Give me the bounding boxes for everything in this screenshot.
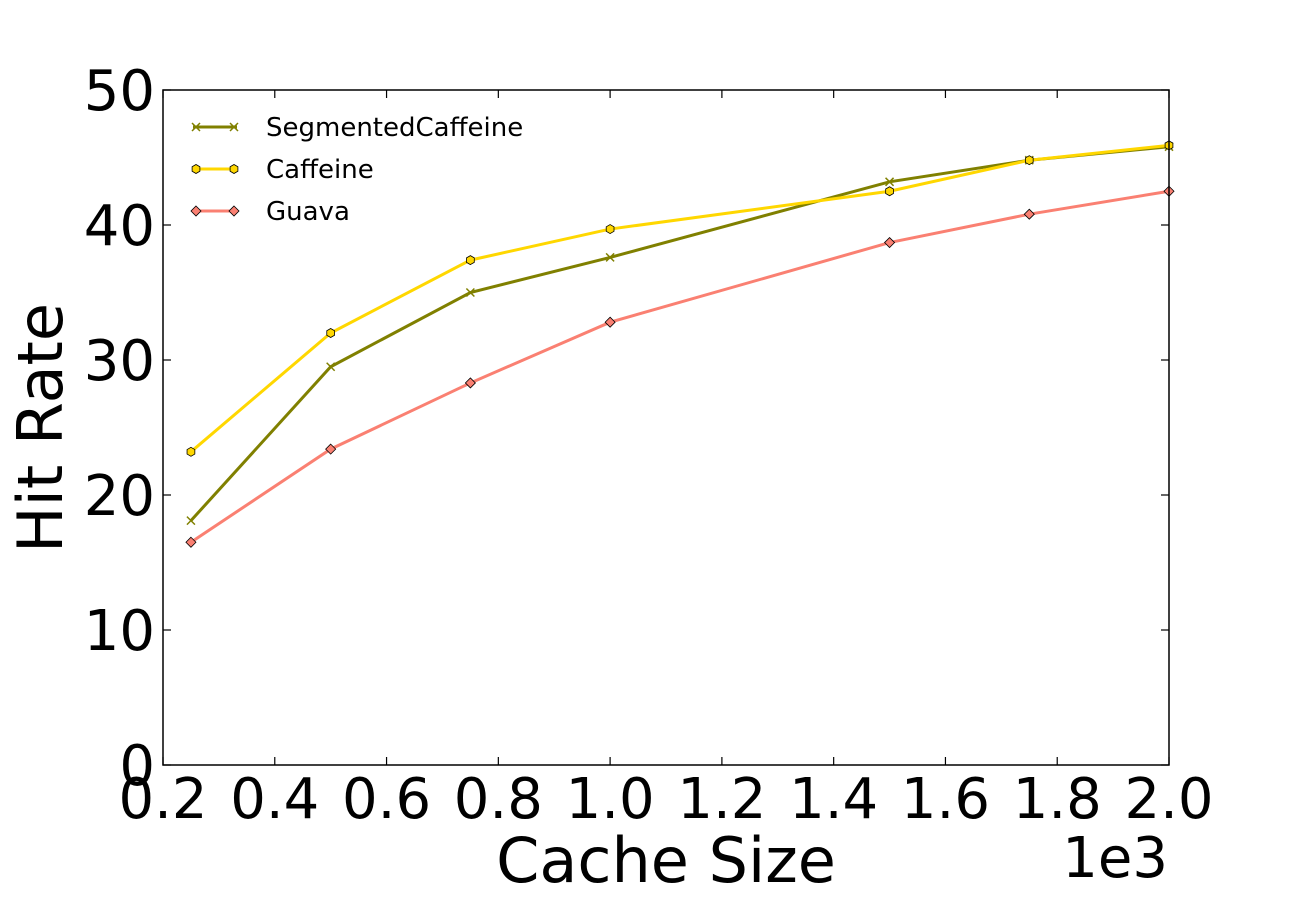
legend-label: Caffeine — [266, 155, 374, 185]
data-point — [1023, 208, 1035, 220]
data-point — [464, 377, 476, 389]
x-tick-label: 0.6 — [342, 767, 431, 832]
data-point — [883, 236, 896, 249]
data-point — [186, 446, 196, 457]
y-tick-label: 10 — [84, 599, 155, 664]
x-tick-label: 1.2 — [677, 767, 766, 832]
legend-entry-guava: Guava — [190, 197, 350, 227]
x-offset-label: 1e3 — [1062, 826, 1168, 891]
ticks-layer: 0.2 0.4 0.6 0.8 1.0 1.2 1.4 1.6 1.8 2.0 0 10 20 30 40 5… — [84, 59, 1214, 832]
y-tick-label: 0 — [119, 734, 155, 799]
x-tick-label: 2.0 — [1124, 767, 1213, 832]
x-tick-label: 1.4 — [789, 767, 878, 832]
legend-marker — [229, 122, 239, 132]
data-point — [186, 516, 196, 526]
series-layer — [185, 140, 1175, 548]
x-tick-label: 0.4 — [230, 767, 319, 832]
legend-marker — [229, 164, 239, 174]
x-tick-label: 0.2 — [118, 767, 207, 832]
data-point — [325, 443, 337, 455]
series-caffeine — [186, 140, 1174, 457]
x-tick-label: 1.8 — [1013, 767, 1102, 832]
legend: SegmentedCaffeine Caffeine Guava — [190, 113, 523, 227]
y-tick-label: 50 — [84, 59, 155, 124]
data-point — [885, 186, 894, 197]
x-tick-label: 1.6 — [901, 767, 990, 832]
data-point — [326, 328, 335, 338]
x-axis-label: Cache Size — [496, 824, 836, 897]
x-tick-label: 1.0 — [566, 767, 655, 832]
legend-entry-caffeine: Caffeine — [191, 155, 374, 185]
legend-marker — [191, 122, 201, 132]
legend-label: SegmentedCaffeine — [266, 113, 523, 143]
series-line — [189, 143, 1170, 453]
series-guava — [185, 185, 1175, 548]
x-tick-label: 0.8 — [454, 767, 543, 832]
data-point — [605, 224, 615, 235]
legend-marker — [190, 205, 202, 217]
legend-entry-segmentedcaffeine: SegmentedCaffeine — [191, 113, 523, 143]
plot-frame — [162, 89, 1170, 766]
y-tick-label: 40 — [84, 194, 155, 259]
y-axis-label: Hit Rate — [4, 303, 77, 553]
data-point — [185, 536, 197, 548]
legend-marker — [228, 205, 240, 217]
data-point — [465, 287, 475, 298]
data-point — [326, 362, 336, 372]
y-tick-label: 30 — [84, 329, 155, 394]
data-point — [605, 252, 615, 262]
legend-marker — [191, 164, 201, 174]
data-point — [604, 316, 616, 328]
data-point — [466, 255, 475, 266]
data-point — [885, 177, 895, 187]
legend-label: Guava — [266, 197, 350, 227]
series-line — [190, 189, 1170, 544]
data-point — [1024, 155, 1034, 166]
y-tick-label: 20 — [84, 464, 155, 529]
